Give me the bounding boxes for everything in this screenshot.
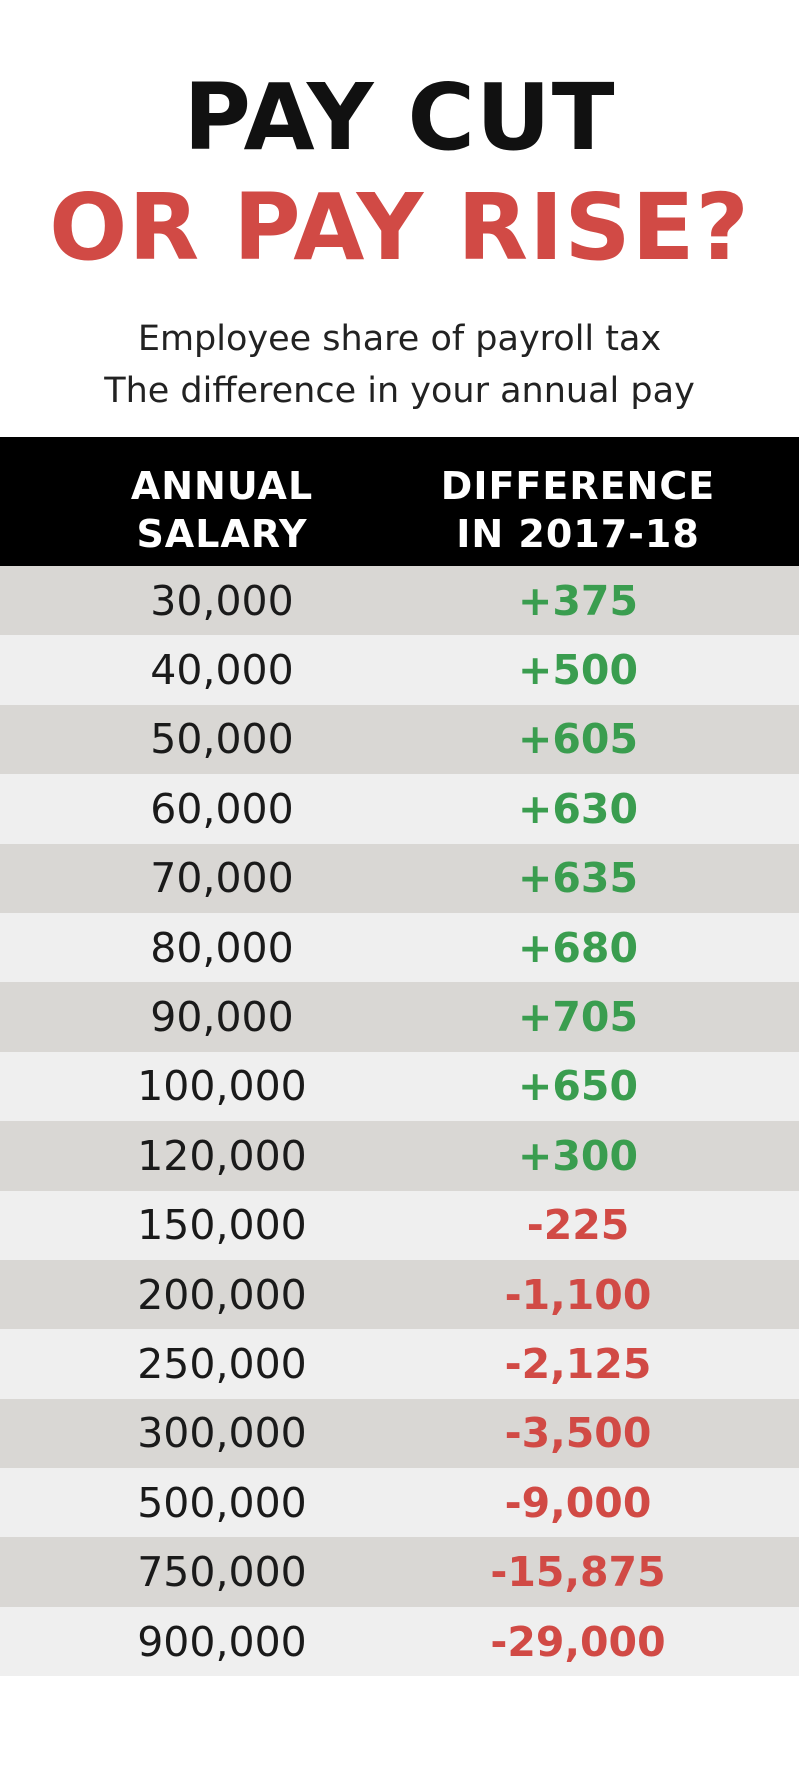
salary-cell: 90,000 — [150, 993, 294, 1042]
difference-cell: +300 — [518, 1131, 638, 1180]
column-header-annual-salary: ANNUAL SALARY — [130, 464, 314, 556]
salary-cell: 250,000 — [137, 1339, 307, 1388]
table-row: 900,000 -29,000 — [0, 1606, 799, 1677]
subtitle-line-2: The difference in your annual pay — [104, 371, 695, 411]
difference-cell: +500 — [518, 646, 638, 695]
difference-cell: +630 — [518, 784, 638, 833]
table-row: 120,000 +300 — [0, 1121, 799, 1191]
salary-cell: 30,000 — [150, 576, 294, 625]
table-row: 70,000 +635 — [0, 843, 799, 913]
difference-cell: -9,000 — [504, 1478, 652, 1527]
salary-cell: 300,000 — [137, 1409, 307, 1458]
difference-cell: +680 — [518, 923, 638, 972]
difference-cell: -15,875 — [490, 1548, 666, 1597]
table-row: 300,000 -3,500 — [0, 1398, 799, 1469]
salary-cell: 150,000 — [137, 1201, 307, 1250]
difference-cell: -1,100 — [504, 1270, 652, 1319]
table-row: 80,000 +680 — [0, 912, 799, 983]
difference-cell: +375 — [518, 576, 638, 625]
table-row: 250,000 -2,125 — [0, 1329, 799, 1399]
difference-cell: -2,125 — [504, 1339, 652, 1388]
salary-cell: 80,000 — [150, 923, 294, 972]
table-row: 40,000 +500 — [0, 635, 799, 705]
salary-cell: 40,000 — [150, 646, 294, 695]
difference-cell: -3,500 — [504, 1409, 652, 1458]
salary-cell: 120,000 — [137, 1131, 307, 1180]
table-row: 30,000 +375 — [0, 566, 799, 636]
table-row: 150,000 -225 — [0, 1190, 799, 1260]
subtitle-line-1: Employee share of payroll tax — [137, 319, 662, 359]
difference-cell: -225 — [526, 1201, 630, 1250]
table-row: 200,000 -1,100 — [0, 1259, 799, 1330]
table-header: ANNUAL SALARY DIFFERENCE IN 2017-18 — [0, 437, 799, 566]
table-row: 90,000 +705 — [0, 982, 799, 1052]
headline-pay-rise: OR PAY RISE? — [49, 174, 750, 281]
difference-cell: -29,000 — [490, 1617, 666, 1666]
salary-cell: 50,000 — [150, 715, 294, 764]
salary-cell: 60,000 — [150, 784, 294, 833]
salary-cell: 750,000 — [137, 1548, 307, 1597]
table-row: 100,000 +650 — [0, 1051, 799, 1122]
salary-cell: 70,000 — [150, 854, 294, 903]
column-header-difference: DIFFERENCE IN 2017-18 — [440, 464, 716, 556]
difference-cell: +605 — [518, 715, 638, 764]
table-row: 500,000 -9,000 — [0, 1468, 799, 1538]
salary-cell: 500,000 — [137, 1478, 307, 1527]
difference-cell: +705 — [518, 993, 638, 1042]
table-row: 750,000 -15,875 — [0, 1537, 799, 1607]
table-body: 30,000 +375 40,000 +500 50,000 +605 60,000 +630… — [0, 566, 799, 1677]
table-row: 50,000 +605 — [0, 704, 799, 775]
salary-cell: 900,000 — [137, 1617, 307, 1666]
salary-cell: 100,000 — [137, 1062, 307, 1111]
difference-cell: +650 — [518, 1062, 638, 1111]
table-row: 60,000 +630 — [0, 774, 799, 844]
headline-pay-cut: PAY CUT — [183, 64, 616, 171]
difference-cell: +635 — [518, 854, 638, 903]
salary-cell: 200,000 — [137, 1270, 307, 1319]
